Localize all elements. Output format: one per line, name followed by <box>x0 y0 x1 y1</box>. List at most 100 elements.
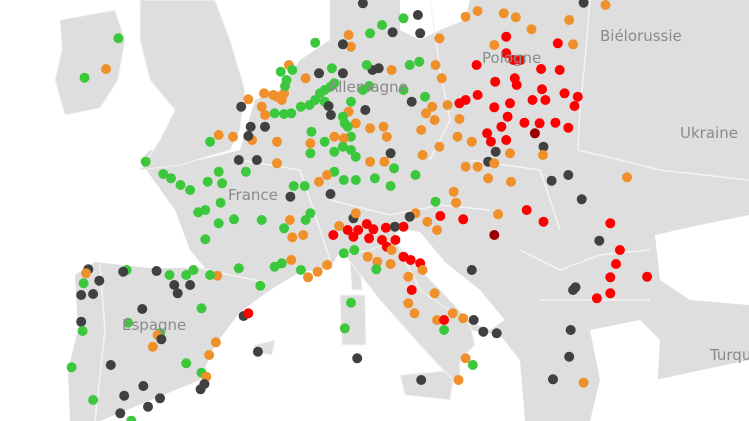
station-marker-orange[interactable] <box>483 173 494 184</box>
station-marker-green[interactable] <box>215 197 226 208</box>
station-marker-orange[interactable] <box>578 377 589 388</box>
station-marker-gray[interactable] <box>94 275 105 286</box>
station-marker-orange[interactable] <box>489 40 500 50</box>
station-marker-orange[interactable] <box>346 41 356 52</box>
station-marker-orange[interactable] <box>472 161 483 172</box>
station-marker-gray[interactable] <box>172 288 183 299</box>
station-marker-red[interactable] <box>554 65 565 75</box>
station-marker-red[interactable] <box>405 255 416 265</box>
station-marker-red[interactable] <box>611 259 621 269</box>
station-marker-gray[interactable] <box>404 211 415 222</box>
station-marker-red[interactable] <box>435 211 446 221</box>
station-marker-green[interactable] <box>287 65 298 75</box>
station-marker-orange[interactable] <box>386 65 397 75</box>
station-marker-gray[interactable] <box>385 148 396 159</box>
station-marker-green[interactable] <box>88 395 99 405</box>
station-marker-orange[interactable] <box>329 131 340 142</box>
station-marker-green[interactable] <box>467 360 478 370</box>
station-marker-red[interactable] <box>328 230 339 240</box>
station-marker-gray[interactable] <box>143 401 153 412</box>
station-marker-orange[interactable] <box>372 256 383 267</box>
station-marker-green[interactable] <box>337 141 348 152</box>
station-marker-green[interactable] <box>365 28 376 39</box>
station-marker-green[interactable] <box>430 196 441 207</box>
station-marker-orange[interactable] <box>506 176 516 187</box>
station-marker-orange[interactable] <box>429 115 440 125</box>
station-marker-orange[interactable] <box>303 272 313 283</box>
station-marker-orange[interactable] <box>343 30 354 40</box>
station-marker-gray[interactable] <box>76 316 87 327</box>
station-marker-green[interactable] <box>404 60 415 70</box>
station-marker-red[interactable] <box>454 98 465 109</box>
station-marker-green[interactable] <box>338 175 349 185</box>
station-marker-red[interactable] <box>559 88 570 99</box>
station-marker-gray[interactable] <box>323 101 334 111</box>
station-marker-green[interactable] <box>77 326 88 336</box>
station-marker-green[interactable] <box>113 33 124 44</box>
station-marker-orange[interactable] <box>472 6 483 16</box>
station-marker-gray[interactable] <box>337 39 348 50</box>
station-marker-orange[interactable] <box>403 271 414 282</box>
station-marker-green[interactable] <box>181 270 192 280</box>
station-marker-green[interactable] <box>310 37 321 48</box>
station-marker-orange[interactable] <box>101 64 111 74</box>
station-marker-gray[interactable] <box>416 375 427 385</box>
station-marker-red[interactable] <box>572 91 583 102</box>
station-marker-red[interactable] <box>511 80 522 90</box>
station-marker-red[interactable] <box>536 64 547 74</box>
station-marker-gray[interactable] <box>251 155 262 165</box>
station-marker-green[interactable] <box>295 101 306 112</box>
station-marker-gray[interactable] <box>568 285 579 295</box>
station-marker-orange[interactable] <box>453 375 464 385</box>
station-marker-gray[interactable] <box>565 325 576 335</box>
station-marker-red[interactable] <box>605 288 616 299</box>
station-marker-orange[interactable] <box>314 176 324 187</box>
station-marker-orange[interactable] <box>498 8 509 19</box>
station-marker-green[interactable] <box>361 60 372 70</box>
station-marker-orange[interactable] <box>600 0 611 10</box>
station-marker-orange[interactable] <box>429 288 440 299</box>
station-marker-orange[interactable] <box>452 131 463 142</box>
station-marker-red[interactable] <box>540 95 551 105</box>
station-marker-red[interactable] <box>550 117 561 128</box>
station-marker-green[interactable] <box>158 169 169 179</box>
station-marker-green[interactable] <box>338 248 349 259</box>
station-marker-orange[interactable] <box>430 60 441 70</box>
station-marker-green[interactable] <box>66 362 77 373</box>
station-marker-orange[interactable] <box>417 150 428 160</box>
station-marker-orange[interactable] <box>204 350 215 360</box>
station-marker-red[interactable] <box>380 222 391 233</box>
station-marker-green[interactable] <box>213 218 224 229</box>
station-marker-orange[interactable] <box>305 138 316 149</box>
station-marker-gray[interactable] <box>314 68 324 79</box>
station-marker-green[interactable] <box>350 175 361 185</box>
station-marker-green[interactable] <box>79 72 90 83</box>
station-marker-green[interactable] <box>202 176 213 187</box>
station-marker-orange[interactable] <box>436 73 447 84</box>
station-marker-orange[interactable] <box>442 100 453 110</box>
station-marker-red[interactable] <box>368 224 379 235</box>
station-marker-orange[interactable] <box>432 315 442 325</box>
station-marker-orange[interactable] <box>622 172 632 183</box>
station-marker-orange[interactable] <box>228 131 238 142</box>
station-marker-red[interactable] <box>614 245 625 255</box>
station-marker-green[interactable] <box>299 181 310 191</box>
station-marker-red[interactable] <box>390 235 401 245</box>
station-marker-gray[interactable] <box>155 393 165 404</box>
station-marker-orange[interactable] <box>147 341 158 352</box>
station-marker-gray[interactable] <box>138 381 149 391</box>
station-marker-gray[interactable] <box>576 194 587 205</box>
station-marker-red[interactable] <box>501 135 512 145</box>
station-marker-gray[interactable] <box>468 315 479 325</box>
station-marker-green[interactable] <box>126 415 137 421</box>
station-marker-orange[interactable] <box>447 308 458 319</box>
station-marker-green[interactable] <box>217 178 228 189</box>
station-marker-orange[interactable] <box>378 121 389 132</box>
station-marker-green[interactable] <box>140 156 151 167</box>
station-marker-green[interactable] <box>304 100 315 110</box>
station-marker-dark-red[interactable] <box>489 230 500 240</box>
station-marker-gray[interactable] <box>491 328 502 339</box>
station-marker-green[interactable] <box>337 111 348 122</box>
station-marker-orange[interactable] <box>448 186 459 197</box>
station-marker-green[interactable] <box>164 270 175 280</box>
